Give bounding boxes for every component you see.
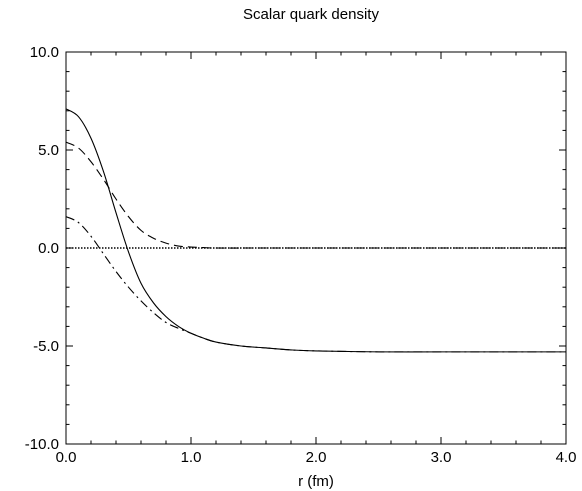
y-tick-label-2: 0.0 [38,240,59,257]
y-tick-label-4: -10.0 [25,436,59,453]
chart-title: Scalar quark density [243,6,379,23]
x-tick-label-1: 1.0 [181,449,202,466]
y-tick-label-3: -5.0 [33,338,59,355]
x-tick-label-2: 2.0 [306,449,327,466]
x-tick-label-0: 0.0 [56,449,77,466]
y-tick-label-1: 5.0 [38,142,59,159]
x-tick-label-3: 3.0 [431,449,452,466]
x-tick-label-4: 4.0 [556,449,577,466]
axis-tick-labels: 0.0 1.0 2.0 3.0 4.0 10.0 5.0 0.0 -5.0 -10.0 [25,44,577,466]
x-axis-label: r (fm) [298,473,334,490]
y-tick-label-0: 10.0 [30,44,59,61]
series-dashed-line [65,141,566,249]
series-group [65,108,566,353]
series-dashdot-line [65,216,566,353]
